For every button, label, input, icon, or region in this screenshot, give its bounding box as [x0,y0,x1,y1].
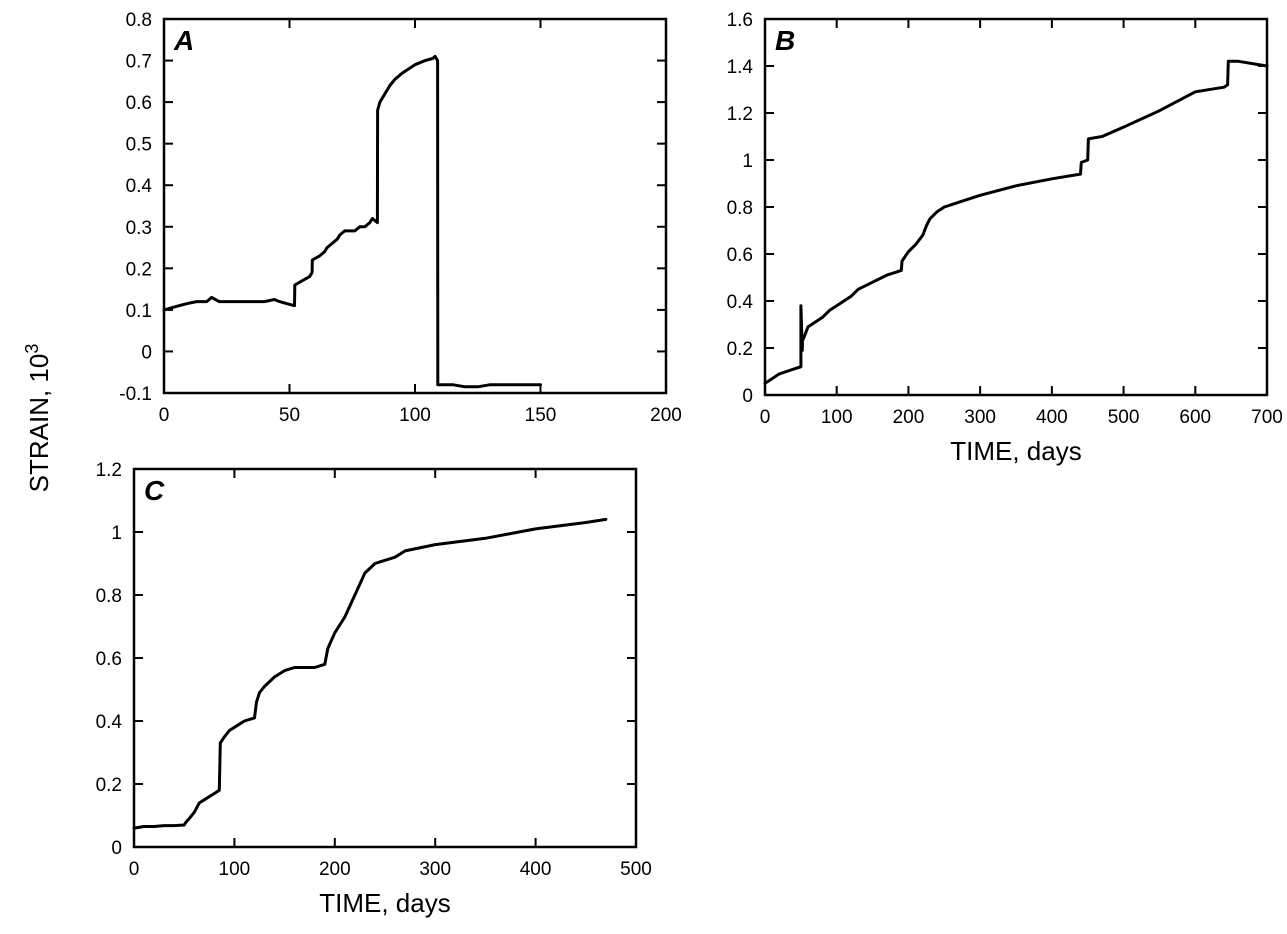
panel-c-y-tick-label: 0.2 [96,775,122,796]
panel-b-x-tick-label: 300 [964,407,996,428]
panel-a-x-tick-label: 50 [279,405,300,426]
panel-c-frame [132,467,638,849]
panel-b-x-tick-label: 600 [1179,407,1211,428]
panel-a-frame [162,17,668,395]
panel-b-y-tick-label: 0.6 [727,245,753,266]
panel-c: 0 100 200 300 400 500 0 0.2 0.4 0.6 0.8 1 1.2 C TIME, … [96,460,652,918]
panel-a-y-tick-label: -0.1 [119,384,152,405]
panel-c-y-tick-label: 0 [111,838,122,859]
panel-c-x-tick-label: 200 [319,859,351,880]
svg-text:STRAIN, 103: STRAIN, 103 [22,344,54,493]
panel-c-x-tick-label: 400 [520,859,552,880]
panel-c-y-tick-label: 1.2 [96,460,122,481]
panel-c-x-tick-label: 300 [419,859,451,880]
panel-a-label: A [173,25,194,56]
panel-a-y-tick-label: 0.7 [126,52,152,73]
panel-a-y-tick-label: 0.8 [126,10,152,31]
panel-c-x-tick-label: 500 [620,859,652,880]
panel-a-y-tick-label: 0.3 [126,218,152,239]
panel-b-x-axis-title: TIME, days [950,436,1081,466]
panel-a-x-tick-label: 150 [525,405,557,426]
panels: 0 50 100 150 200-0.100.10.20.30.40.50.60.70.… [96,10,1283,918]
panel-a-y-tick-label: 0.4 [126,176,153,197]
panel-b-y-tick-label: 0.8 [727,198,753,219]
panel-b-y-tick-label: 0.4 [727,292,754,313]
panel-b-x-tick-label: 500 [1108,407,1140,428]
y-axis-title: STRAIN, 103 [22,344,54,493]
panel-b-x-tick-label: 0 [760,407,771,428]
panel-a-y-tick-label: 0 [141,342,152,363]
panel-b-y-tick-label: 1.2 [727,104,753,125]
panel-a-y-tick-label: 0.2 [126,259,152,280]
panel-b-y-tick-label: 1 [742,151,753,172]
panel-c-label: C [144,475,165,506]
panel-b-x-tick-label: 400 [1036,407,1068,428]
panel-c-x-tick-label: 100 [219,859,251,880]
panel-c-y-tick-label: 1 [111,523,122,544]
panel-b-y-tick-label: 0.2 [727,339,753,360]
panel-a: 0 50 100 150 200 -0.1 0 0.1 0.2 0.3 0.4 0.5 0.6 0.7 0.… [119,10,682,426]
panel-a-x-tick-label: 200 [650,405,682,426]
y-axis-title-text: STRAIN, 10 [24,354,54,493]
panel-b-series-line [763,59,1269,385]
panel-b-x-tick-label: 700 [1251,407,1283,428]
panel-c-x-axis-title: TIME, days [319,888,450,918]
panel-b-x-tick-label: 200 [893,407,925,428]
panel-c-y-tick-label: 0.4 [96,712,123,733]
panel-a-y-tick-label: 0.1 [126,301,152,322]
panel-a-y-tick-label: 0.6 [126,93,152,114]
panel-c-series-line [132,517,608,830]
panel-c-y-tick-label: 0.6 [96,649,122,670]
panel-a-y-tick-label: 0.5 [126,135,152,156]
panel-a-x-tick-label: 0 [159,405,170,426]
panel-b-frame [763,17,1269,397]
panel-b-x-tick-label: 100 [821,407,853,428]
panel-c-y-tick-label: 0.8 [96,586,122,607]
panel-b-y-tick-label: 1.4 [727,57,754,78]
y-axis-title-exponent: 3 [22,344,42,354]
panel-a-series-line [162,54,542,389]
panel-b-y-tick-label: 0 [742,386,753,407]
panel-b-label: B [775,25,795,56]
panel-b: 0 100 200 300 400 500 600 700 0 0.2 0.4 0.6 0.8 1 1.2 1… [727,10,1283,466]
panel-a-x-tick-label: 100 [399,405,431,426]
panel-b-y-tick-label: 1.6 [727,10,753,31]
panel-c-x-tick-label: 0 [129,859,140,880]
